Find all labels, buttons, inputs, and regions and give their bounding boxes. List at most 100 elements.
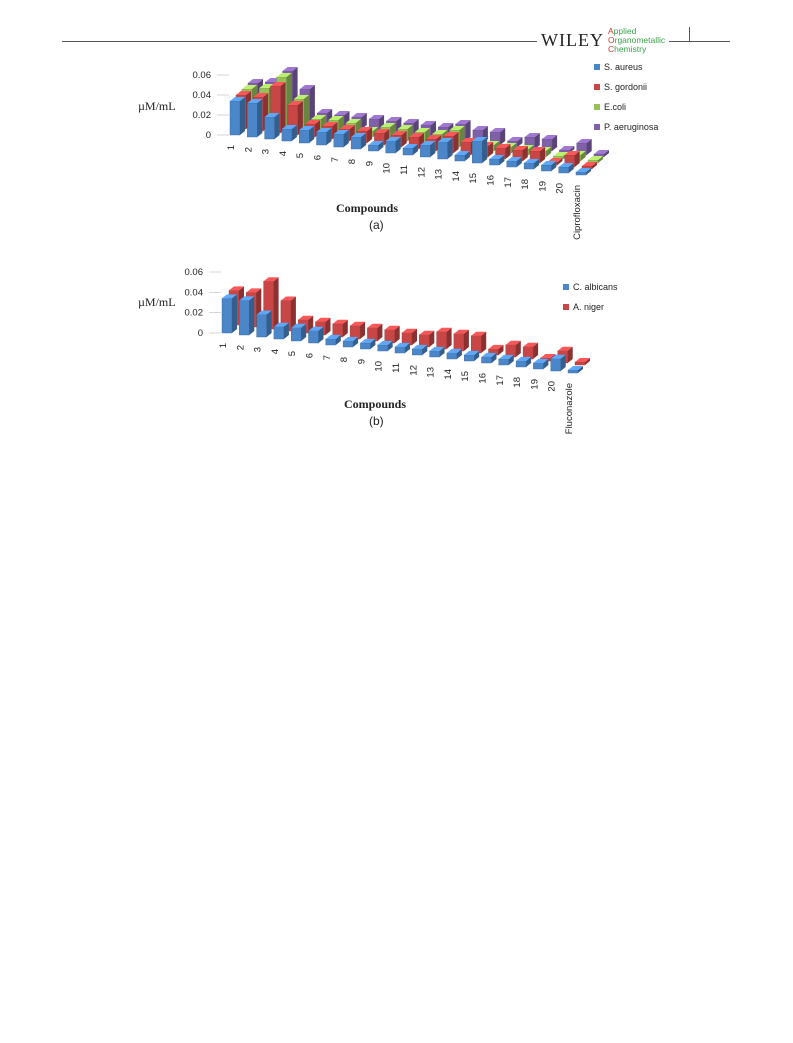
- header-rule: [62, 41, 730, 42]
- chart-a-x-tick-label: 13: [434, 169, 445, 180]
- chart-a-bar-side: [413, 144, 418, 155]
- chart-a-y-tick-label: 0: [206, 130, 211, 141]
- chart-a-bar-front: [402, 147, 414, 156]
- chart-b-y-tick-label: 0: [198, 328, 203, 339]
- chart-b-bar-a-niger-10: [384, 325, 400, 344]
- journal-line-3-rest: hemistry: [614, 43, 647, 54]
- chart-b-bar-side: [446, 327, 452, 349]
- chart-b-bar-top: [488, 344, 504, 349]
- chart-b-bar-top: [273, 322, 289, 327]
- chart-a-bar-top: [339, 125, 355, 129]
- chart-b-bar-front: [464, 354, 475, 362]
- chart-b-bar-c-albicans-10: [377, 340, 393, 352]
- chart-b-bar-front: [239, 300, 250, 336]
- chart-a-bar-side: [303, 95, 309, 129]
- chart-a-bar-top: [443, 132, 459, 136]
- chart-a-bar-side: [551, 161, 557, 171]
- chart-b-bar-side: [377, 323, 383, 341]
- chart-a-bar-top: [409, 133, 424, 137]
- chart-a-y-tick-label: 0.02: [193, 110, 212, 121]
- chart-a-x-tick-label: Ciprofloxacin: [572, 185, 583, 240]
- chart-a-bar-top: [368, 141, 384, 145]
- chart-a-bar-front: [472, 140, 483, 164]
- chart-b-bar-top: [325, 334, 341, 339]
- chart-a-bar-s-aureus-7: [333, 130, 349, 148]
- chart-a-bar-side: [361, 133, 367, 149]
- journal-logo: WILEY Applied Organometallic Chemistry: [537, 26, 670, 54]
- chart-b-bar-a-niger-4: [280, 296, 296, 332]
- chart-a-bar-top: [558, 163, 574, 167]
- journal-title: Applied Organometallic Chemistry: [607, 26, 666, 54]
- chart-a-bar-top: [357, 127, 373, 131]
- chart-a-bar-side: [522, 146, 528, 161]
- chart-a-bar-top: [455, 120, 471, 124]
- chart-a-bar-p-aeruginosa-20: [576, 139, 592, 156]
- chart-b-bar-front: [574, 361, 586, 366]
- chart-a-bar-top: [305, 120, 321, 124]
- chart-a-bar-side: [586, 168, 591, 175]
- chart-a-bar-side: [291, 125, 297, 141]
- chart-b-x-tick-label: 20: [547, 381, 558, 392]
- chart-b-bar-top: [471, 331, 487, 336]
- chart-a-legend-swatch: [594, 104, 600, 110]
- chart-a-bar-top: [432, 130, 448, 134]
- chart-b-bar-top: [256, 310, 272, 315]
- chart-a-bar-front: [247, 102, 258, 138]
- chart-a-x-tick-label: 1: [226, 145, 237, 150]
- chart-a-bar-side: [257, 99, 263, 137]
- chart-b-bar-front: [291, 327, 302, 342]
- chart-a-bar-side: [500, 128, 506, 145]
- chart-a-bar-front: [454, 154, 466, 162]
- chart-a-bar-side: [568, 163, 574, 173]
- chart-a-bar-top: [351, 133, 367, 137]
- chart-b-bar-top: [229, 286, 244, 291]
- chart-a-legend-label: S. aureus: [604, 62, 643, 72]
- chart-a-bar-top: [582, 162, 597, 166]
- chart-a-bar-top: [507, 137, 523, 141]
- chart-b-bar-side: [533, 342, 539, 359]
- chart-b-bar-top: [568, 365, 583, 370]
- chart-a-legend-swatch: [594, 84, 600, 90]
- journal-line-2: Organometallic: [607, 34, 666, 45]
- chart-b-bar-top: [384, 325, 400, 330]
- chart-a-bar-s-gordonii-16: [495, 144, 511, 160]
- chart-b-bar-front: [550, 358, 561, 372]
- chart-a-bar-top: [247, 99, 263, 103]
- chart-b-bar-front: [412, 348, 423, 356]
- chart-a-bar-front: [489, 158, 500, 166]
- chart-a-x-tick-label: 16: [486, 175, 497, 186]
- chart-b-bar-top: [481, 352, 497, 357]
- chart-a-bar-side: [395, 137, 401, 153]
- chart-a-bar-s-gordonii-3: [270, 82, 286, 134]
- chart-a-bar-front: [558, 166, 569, 174]
- chart-b-bar-front: [481, 356, 492, 364]
- chart-b-bar-side: [301, 323, 307, 341]
- chart-b-bar-top: [523, 342, 539, 347]
- journal-line-2-initial: O: [607, 34, 615, 45]
- chart-b-bar-c-albicans-8: [342, 336, 359, 348]
- chart-a-x-tick-label: 5: [295, 153, 306, 158]
- chart-b-y-axis-title: µM/mL: [138, 295, 176, 309]
- chart-a-bar-top: [421, 121, 436, 125]
- chart-a-bar-s-aureus-3: [264, 113, 280, 140]
- chart-a-bar-top: [317, 109, 333, 113]
- chart-b-bar-front: [221, 298, 233, 334]
- chart-b-bar-front: [471, 335, 482, 354]
- chart-b-legend-swatch: [563, 304, 569, 310]
- chart-b-legend-label: C. albicans: [573, 282, 618, 292]
- chart-b-bar-top: [298, 315, 314, 320]
- chart-b-bar-side: [474, 350, 480, 361]
- journal-line-2-rest: rganometallic: [614, 34, 666, 45]
- chart-b-bar-top: [498, 354, 514, 359]
- chart-a-bar-top: [328, 116, 344, 120]
- chart-b-bar-front: [377, 344, 388, 352]
- chart-b-bar-c-albicans-19: [533, 358, 549, 370]
- chart-b-bar-side: [481, 331, 487, 353]
- chart-b-bar-a-niger-9: [367, 323, 383, 342]
- chart-a-bar-front: [575, 171, 587, 176]
- chart-b-bar-side: [335, 334, 341, 345]
- chart-a-bar-top: [489, 155, 505, 159]
- chart-a-bar-s-aureus-10: [385, 137, 401, 154]
- chart-a-bar-side: [274, 113, 280, 139]
- chart-a-bar-side: [240, 97, 245, 135]
